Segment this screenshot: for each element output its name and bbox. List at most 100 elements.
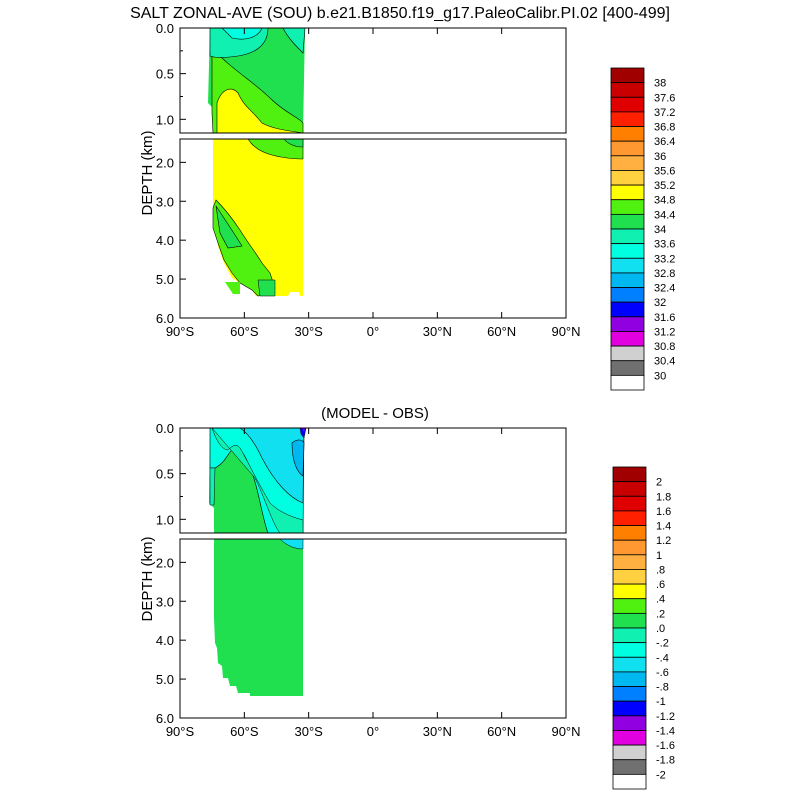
colorbar-swatch	[612, 612, 647, 629]
colorbar-label: .0	[656, 623, 665, 635]
difference-panel-title: (MODEL - OBS)	[321, 405, 429, 422]
y-tick-label: 3.0	[156, 594, 174, 609]
contour-band-minus-0.6	[238, 427, 305, 504]
colorbar-swatch	[612, 554, 647, 570]
colorbar-swatch	[612, 759, 647, 775]
y-tick-label: 1.0	[156, 112, 174, 127]
colorbar-swatch	[610, 360, 645, 376]
x-tick-label: 60°S	[230, 324, 259, 339]
y-tick-label: 1.0	[156, 512, 174, 527]
colorbar-swatch	[612, 495, 647, 512]
colorbar-swatch	[612, 569, 647, 585]
colorbar-swatch	[610, 272, 645, 288]
colorbar-swatch	[610, 96, 645, 113]
colorbar-swatch	[612, 627, 647, 644]
contour-band-34.0-bottom	[257, 279, 276, 297]
colorbar-label: -.8	[656, 682, 669, 694]
contour-band-34.4-deep	[212, 199, 276, 297]
colorbar-label: 31.2	[654, 326, 675, 338]
colorbar-swatch	[610, 140, 645, 157]
y-tick-label: 0.5	[156, 67, 174, 82]
contour-band-minus-0.8	[291, 439, 305, 477]
colorbar-label: 1.6	[656, 506, 671, 518]
x-tick-label: 60°N	[487, 324, 516, 339]
x-tick-label: 90°S	[166, 724, 195, 739]
colorbar-swatch	[610, 82, 645, 98]
colorbar-swatch	[610, 345, 645, 362]
colorbar-label: 30.4	[654, 356, 675, 368]
colorbar-swatch	[610, 243, 645, 259]
colorbar-swatch	[612, 598, 647, 614]
x-tick-label: 90°N	[551, 324, 580, 339]
colorbar-label: -.6	[656, 667, 669, 679]
contour-band-34.8-upper	[216, 88, 304, 134]
colorbar-label: 30.8	[654, 341, 675, 353]
colorbar-label: 2	[656, 477, 662, 489]
colorbar-model	[610, 67, 645, 391]
y-tick-label: 6.0	[156, 711, 174, 726]
figure-title: SALT ZONAL-AVE (SOU) b.e21.B1850.f19_g17…	[130, 5, 670, 22]
colorbar-swatch	[612, 671, 647, 687]
colorbar-label: 32	[654, 297, 666, 309]
colorbar-swatch	[612, 744, 647, 761]
colorbar-swatch	[612, 642, 647, 658]
colorbar-swatch	[610, 301, 645, 318]
colorbar-label: 1.8	[656, 491, 671, 503]
y-tick-label: 6.0	[156, 311, 174, 326]
colorbar-label: .4	[656, 594, 665, 606]
colorbar-label: -1.6	[656, 740, 675, 752]
colorbar-label: .2	[656, 608, 665, 620]
colorbar-swatch	[612, 730, 647, 746]
colorbar-swatch	[612, 583, 647, 600]
colorbar-swatch	[610, 155, 645, 171]
colorbar-swatch	[610, 228, 645, 245]
colorbar-label: 34.8	[654, 195, 675, 207]
colorbar-swatch	[612, 525, 647, 541]
x-tick-label: 30°N	[423, 324, 452, 339]
contour-band-33.6-east	[282, 27, 306, 54]
colorbar-label: 36.4	[654, 136, 675, 148]
x-tick-label: 30°N	[423, 724, 452, 739]
y-tick-label: 0.0	[156, 21, 174, 36]
colorbar-swatch	[610, 287, 645, 303]
contour-band-34.4-bottom	[225, 282, 240, 294]
colorbar-swatch	[610, 170, 645, 186]
x-tick-label: 0°	[367, 724, 379, 739]
colorbar-label: 38	[654, 78, 666, 90]
colorbar-label: 35.2	[654, 180, 675, 192]
colorbar-swatch	[610, 257, 645, 274]
colorbar-label: 1	[656, 550, 662, 562]
colorbar-swatch	[612, 700, 647, 717]
colorbar-label: 37.2	[654, 107, 675, 119]
y-tick-label: 3.0	[156, 194, 174, 209]
x-tick-label: 60°S	[230, 724, 259, 739]
colorbar-swatch	[610, 331, 645, 347]
y-tick-label: 5.0	[156, 272, 174, 287]
y-tick-label: 4.0	[156, 633, 174, 648]
y-tick-label: 2.0	[156, 555, 174, 570]
contour-band-minus-1.4	[302, 428, 305, 432]
colorbar-swatch	[610, 67, 645, 84]
colorbar-label: 1.2	[656, 535, 671, 547]
x-tick-label: 0°	[367, 324, 379, 339]
x-tick-label: 30°S	[294, 324, 323, 339]
colorbar-swatch	[612, 656, 647, 673]
x-tick-label: 90°N	[551, 724, 580, 739]
colorbar-swatch	[610, 374, 645, 391]
colorbar-label: -.4	[656, 652, 669, 664]
colorbar-label: 36	[654, 151, 666, 163]
colorbar-difference	[612, 466, 647, 790]
colorbar-swatch	[612, 510, 647, 526]
colorbar-label: 36.8	[654, 122, 675, 134]
colorbar-label: 30	[654, 370, 666, 382]
colorbar-label: 34	[654, 224, 666, 236]
colorbar-swatch	[612, 539, 647, 556]
colorbar-swatch	[610, 316, 645, 332]
y-tick-label: 0.0	[156, 421, 174, 436]
difference-contour-field	[209, 427, 307, 696]
contour-band-minus-0.2	[209, 467, 216, 506]
y-tick-label: 2.0	[156, 155, 174, 170]
contour-band-minus-0.4-lower	[279, 538, 304, 550]
colorbar-label: .8	[656, 564, 665, 576]
